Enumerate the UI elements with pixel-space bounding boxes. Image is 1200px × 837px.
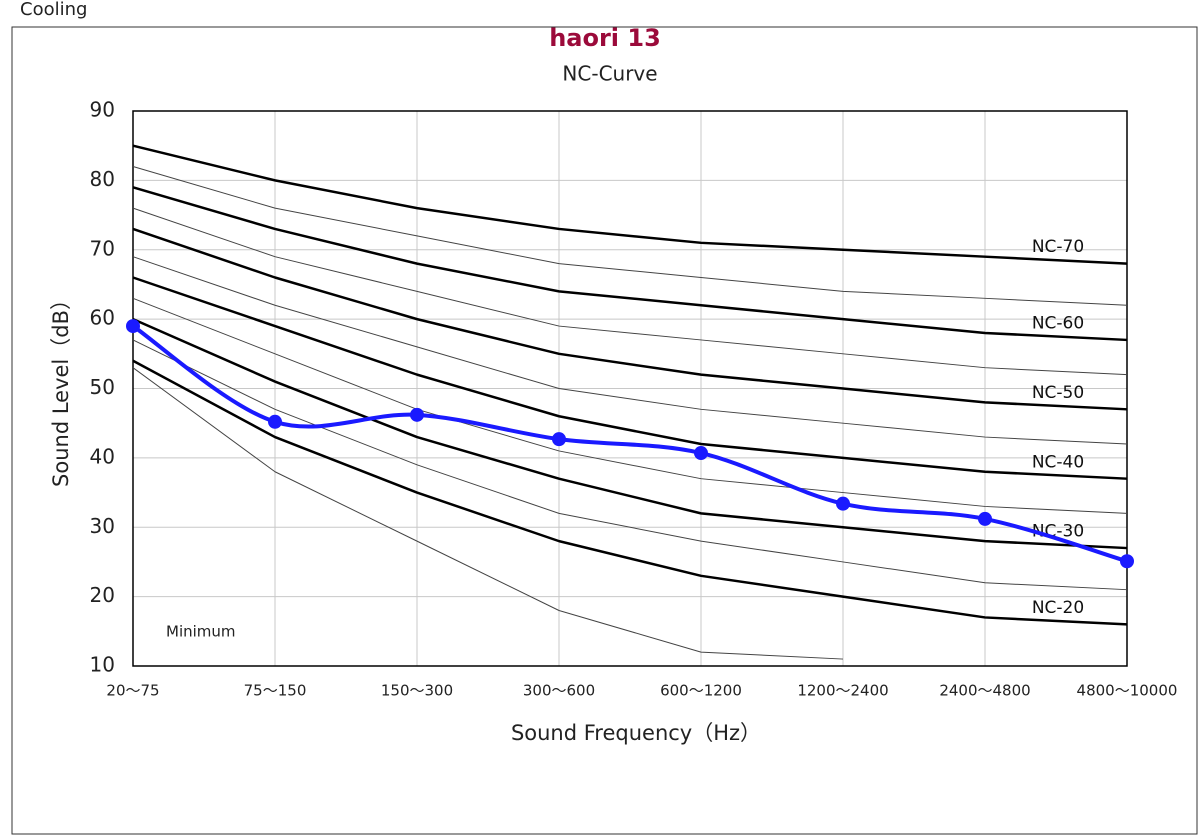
x-tick-label: 600～1200 [660,682,742,700]
chart-frame [11,26,1198,835]
data-point [978,511,992,526]
x-tick-label: 75～150 [244,682,307,700]
curve-label: NC-50 [1032,383,1084,403]
y-tick-label: 10 [90,653,115,677]
x-tick-label: 150～300 [381,682,453,700]
y-tick-label: 20 [90,583,115,607]
curve-label: NC-70 [1032,237,1084,257]
measured-line [131,324,1128,564]
data-point [268,414,282,429]
y-tick-label: 50 [90,375,115,399]
x-tick-label: 4800～10000 [1077,682,1178,700]
y-tick-label: 80 [90,167,115,191]
nc-curve [132,276,1128,480]
x-tick-label: 300～600 [523,682,595,700]
y-tick-label: 40 [90,444,115,468]
y-tick-label: 30 [90,514,115,538]
data-point [410,407,424,422]
x-tick-label: 1200～2400 [797,682,888,700]
nc-curve [132,359,1128,626]
plot-area [132,110,1128,667]
annotation: Minimum [166,623,236,641]
nc-curve [132,317,1128,550]
y-tick-label: 70 [90,236,115,260]
nc-curve-minor [132,166,1128,306]
corner-label: Cooling [20,0,87,20]
nc-curve-minor [132,339,1128,591]
x-axis-label: Sound Frequency（Hz） [511,721,761,745]
data-point [694,446,708,461]
data-point [836,496,850,511]
data-point [1120,554,1134,569]
nc-curve-minor [132,367,844,660]
x-tick-label: 2400～4800 [939,682,1030,700]
chart-subtitle: NC-Curve [562,62,657,86]
y-tick-label: 90 [90,98,115,122]
nc-curve [132,186,1128,342]
nc-curve [132,227,1128,411]
data-point [552,432,566,447]
curve-label: NC-40 [1032,452,1084,472]
nc-curve [132,144,1128,265]
y-tick-label: 60 [90,306,115,330]
nc-curve-minor [132,207,1128,376]
curve-label: NC-60 [1032,314,1084,334]
x-tick-label: 20～75 [106,682,159,700]
nc-curve-minor [132,256,1128,445]
chart-title: haori 13 [549,24,661,52]
nc-curve-minor [132,297,1128,514]
curve-label: NC-20 [1032,598,1084,618]
data-point [126,319,140,334]
y-axis-label: Sound Level（dB） [49,289,73,487]
